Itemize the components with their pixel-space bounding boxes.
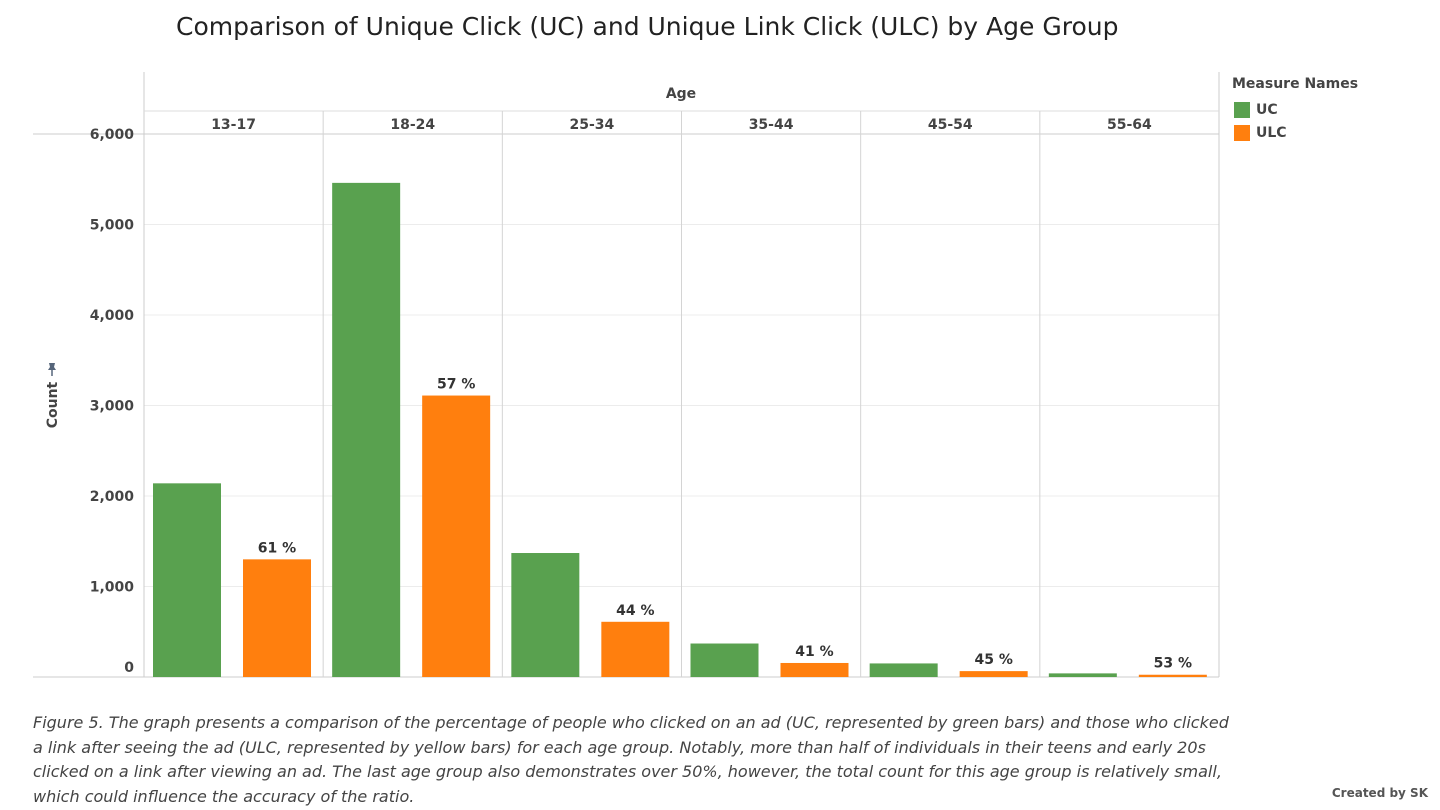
bar-ulc-25-34[interactable]	[601, 621, 670, 677]
bar-ulc-13-17[interactable]	[243, 559, 311, 677]
y-tick-label: 3,000	[90, 399, 135, 415]
legend-title: Measure Names	[1232, 76, 1359, 92]
legend-swatch-ulc	[1234, 124, 1250, 141]
bar-uc-45-54[interactable]	[869, 663, 938, 677]
bar-ulc-35-44[interactable]	[780, 662, 849, 677]
bar-ulc-45-54[interactable]	[959, 671, 1028, 677]
bars	[153, 182, 1207, 677]
age-group-label: 35-44	[749, 117, 794, 133]
bar-uc-25-34[interactable]	[511, 553, 580, 677]
figure-caption: Figure 5. The graph presents a compariso…	[33, 713, 1229, 806]
legend-label-ulc: ULC	[1256, 124, 1287, 141]
ulc-ratio-label: 41 %	[795, 644, 833, 660]
y-tick-label: 6,000	[90, 127, 135, 143]
age-column-header: Age	[666, 86, 696, 102]
bar-uc-18-24[interactable]	[332, 182, 401, 677]
ulc-ratio-label: 57 %	[437, 377, 475, 393]
age-group-label: 25-34	[570, 117, 615, 133]
ulc-ratio-label: 53 %	[1154, 656, 1192, 672]
y-axis-title-group: Count	[45, 363, 61, 428]
y-tick-label: 0	[124, 660, 134, 676]
age-group-headers: 13-17 18-24 25-34 35-44 45-54 55-64	[211, 117, 1152, 133]
legend-item-uc[interactable]: UC	[1232, 98, 1358, 121]
age-group-label: 55-64	[1107, 117, 1152, 133]
legend-item-ulc[interactable]: ULC	[1232, 121, 1358, 144]
y-axis-label: Count	[45, 381, 61, 428]
ulc-ratio-label: 61 %	[258, 540, 296, 556]
pin-icon[interactable]	[48, 363, 56, 376]
y-tick-label: 1,000	[90, 580, 135, 596]
ulc-ratio-label: 44 %	[616, 603, 654, 619]
chart-title: Comparison of Unique Click (UC) and Uniq…	[176, 12, 1119, 41]
bar-ulc-55-64[interactable]	[1138, 674, 1207, 677]
age-group-label: 18-24	[390, 117, 435, 133]
bar-uc-55-64[interactable]	[1048, 673, 1117, 677]
bar-chart: Age 13-17 18-24 25-34 35-44 45-54 55-64 0 1,00…	[33, 72, 1220, 678]
y-tick-label: 5,000	[90, 218, 135, 234]
credit-text: Created by SK	[1331, 786, 1428, 800]
legend-label-uc: UC	[1256, 101, 1278, 118]
age-group-label: 13-17	[211, 117, 256, 133]
age-group-label: 45-54	[928, 117, 973, 133]
y-tick-label: 2,000	[90, 489, 135, 505]
bar-ulc-18-24[interactable]	[422, 395, 491, 677]
y-tick-label: 4,000	[90, 308, 135, 324]
bar-uc-13-17[interactable]	[153, 483, 221, 677]
bar-uc-35-44[interactable]	[690, 643, 759, 677]
y-axis-ticks: 0 1,000 2,000 3,000 4,000 5,000 6,000	[90, 127, 135, 676]
legend-swatch-uc	[1234, 101, 1250, 118]
data-labels: 61 % 57 % 44 % 41 % 45 % 53 %	[258, 377, 1192, 672]
ulc-ratio-label: 45 %	[974, 652, 1012, 668]
legend: Measure Names UC ULC	[1232, 76, 1358, 144]
